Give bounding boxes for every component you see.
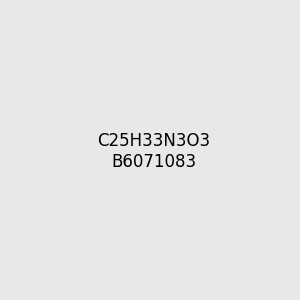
Text: C25H33N3O3
B6071083: C25H33N3O3 B6071083 [97,132,210,171]
